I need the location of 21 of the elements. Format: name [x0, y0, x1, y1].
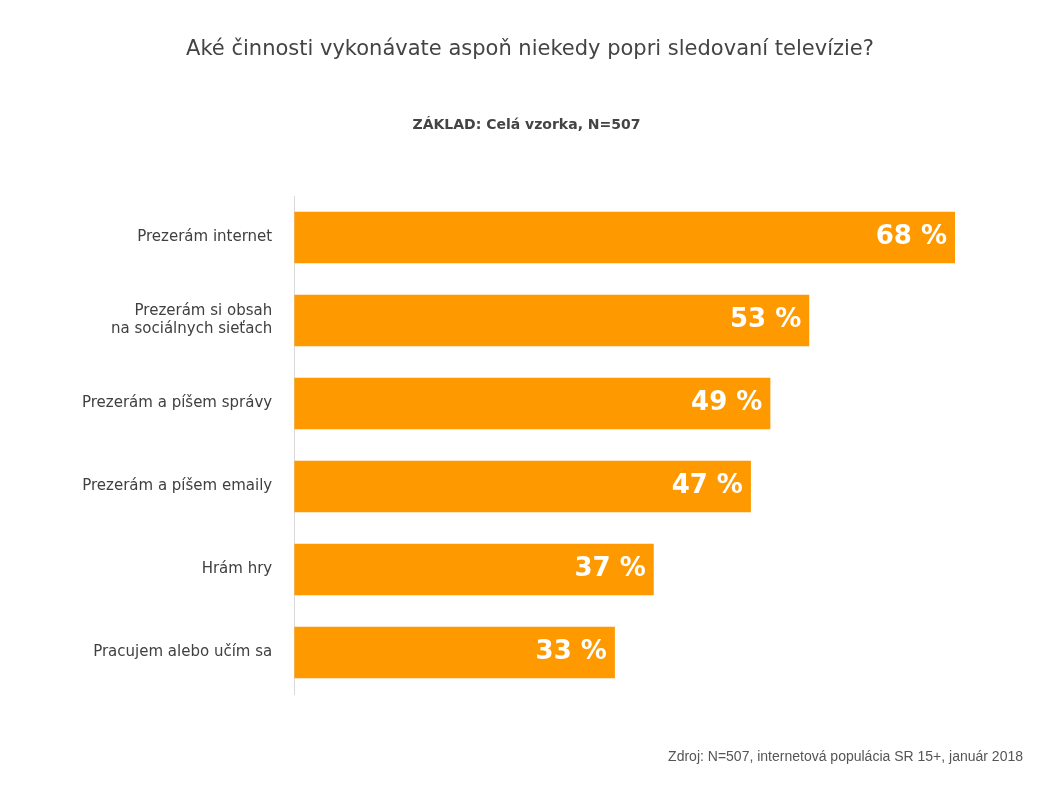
- y-tick-label: Prezerám internet: [137, 227, 273, 246]
- y-tick-label: Prezerám si obsah na sociálnych sieťach: [111, 301, 273, 338]
- bar: [294, 377, 771, 430]
- bar: [294, 294, 810, 347]
- y-tick-label: Prezerám a píšem správy: [81, 393, 273, 412]
- bar: [294, 626, 615, 679]
- data-label: 47 %: [671, 469, 743, 500]
- bar: [294, 460, 751, 513]
- y-tick-label: Hrám hry: [201, 559, 273, 578]
- chart-title: Aké činnosti vykonávate aspoň niekedy popri sledovaní televízie?: [185, 35, 875, 62]
- data-label: 68 %: [875, 220, 947, 251]
- y-tick-label: Pracujem alebo učím sa: [93, 642, 273, 661]
- data-label: 49 %: [691, 386, 763, 417]
- bar: [294, 543, 654, 596]
- data-label: 33 %: [535, 635, 607, 666]
- data-label: 37 %: [574, 552, 646, 583]
- bar: [294, 211, 955, 264]
- y-tick-label: Prezerám a píšem emaily: [82, 476, 273, 495]
- chart-subtitle: ZÁKLAD: Celá vzorka, N=507: [411, 116, 642, 132]
- text: Zdroj: N=507, internetová populácia SR 15+, január 2018: [667, 747, 1023, 766]
- data-label: 53 %: [729, 303, 802, 334]
